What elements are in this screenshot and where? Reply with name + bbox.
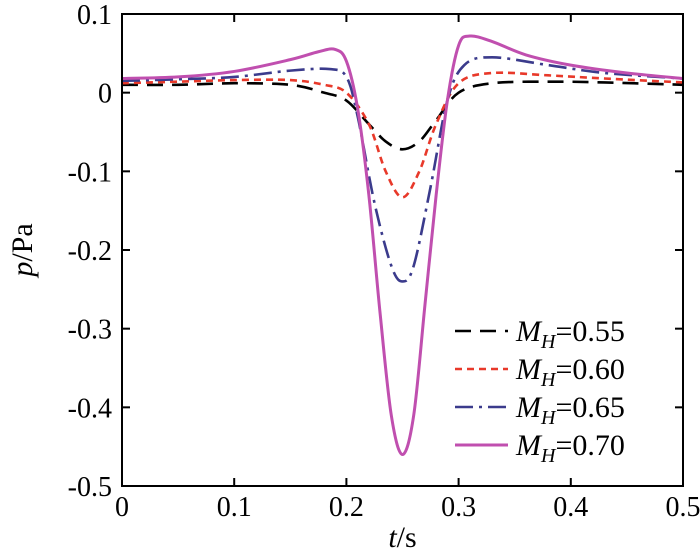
x-axis-var: t — [388, 521, 397, 552]
series-line-1 — [122, 80, 683, 151]
y-tick-label-text: -0.3 — [68, 315, 112, 346]
x-tick-label-text: 0.3 — [441, 492, 476, 523]
y-tick-label-text: 0 — [98, 79, 112, 110]
x-axis-unit: s — [405, 521, 417, 552]
y-tick-label: -0.4 — [68, 393, 112, 424]
y-axis-unit: Pa — [6, 223, 39, 253]
y-tick-label: -0.1 — [68, 157, 112, 188]
legend-label-value: =0.65 — [555, 391, 624, 424]
legend-label-sub: H — [540, 445, 557, 467]
y-tick-label-text: -0.4 — [68, 393, 112, 424]
legend-label-1: MH=0.55 — [515, 315, 625, 353]
x-axis-title: t/s — [388, 521, 416, 552]
y-tick-label: -0.5 — [68, 472, 112, 503]
x-tick-label-text: 0.5 — [666, 492, 700, 523]
x-tick-label: 0.1 — [217, 492, 252, 523]
y-tick-label: -0.2 — [68, 236, 112, 267]
x-tick-label-text: 0.1 — [217, 492, 252, 523]
y-axis-var: p — [6, 262, 39, 279]
series-line-4 — [122, 34, 683, 457]
y-tick-label-text: -0.2 — [68, 236, 112, 267]
x-tick-label-text: 0.4 — [553, 492, 588, 523]
legend-label-3: MH=0.65 — [515, 391, 625, 429]
plot-area — [122, 34, 683, 457]
x-tick-label: 0.5 — [666, 492, 700, 523]
legend-label-main: M — [515, 391, 543, 424]
y-axis-sep: / — [6, 253, 39, 262]
legend-label-value: =0.70 — [555, 429, 624, 462]
x-tick-label: 0 — [115, 492, 129, 523]
x-tick-label-text: 0.2 — [329, 492, 364, 523]
y-tick-label: -0.3 — [68, 315, 112, 346]
y-tick-label-text: -0.5 — [68, 472, 112, 503]
y-tick-label-text: -0.1 — [68, 157, 112, 188]
y-tick-label: 0.1 — [77, 0, 112, 31]
series-line-3 — [122, 55, 683, 283]
legend-label-value: =0.60 — [555, 353, 624, 386]
x-tick-label-text: 0 — [115, 492, 129, 523]
series-group — [122, 34, 683, 457]
axes: 0 0.1 0.2 0.3 0.4 0.5 0.1 0 -0.1 -0.2 -0.3 -0.4 -0.5… — [6, 0, 700, 552]
legend-label-main: M — [515, 315, 543, 348]
legend-label-4: MH=0.70 — [515, 429, 625, 467]
y-tick-label: 0 — [98, 79, 112, 110]
legend-label-sub: H — [540, 369, 557, 391]
legend-label-2: MH=0.60 — [515, 353, 625, 391]
x-tick-label: 0.2 — [329, 492, 364, 523]
x-axis-sep: / — [397, 521, 406, 552]
series-line-2 — [122, 71, 683, 199]
x-tick-label: 0.4 — [553, 492, 588, 523]
legend-label-main: M — [515, 429, 543, 462]
y-axis-title: p/Pa — [6, 223, 39, 278]
y-tick-label-text: 0.1 — [77, 0, 112, 31]
legend-label-sub: H — [540, 331, 557, 353]
legend-label-main: M — [515, 353, 543, 386]
x-tick-label: 0.3 — [441, 492, 476, 523]
legend-label-sub: H — [540, 407, 557, 429]
legend-label-value: =0.55 — [555, 315, 624, 348]
